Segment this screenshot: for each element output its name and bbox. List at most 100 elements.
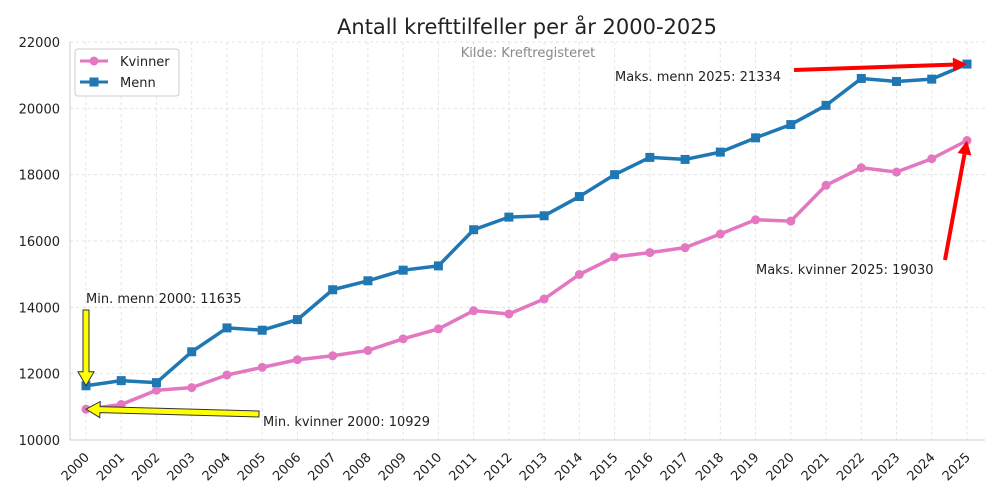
x-tick-label: 2011 [446,450,480,484]
arrow-max-menn-shaft [793,62,954,72]
x-tick-label: 2014 [552,450,586,484]
data-point-menn [187,347,197,357]
data-point-menn [292,315,302,325]
data-point-kvinner [680,243,690,253]
data-point-menn [821,100,831,110]
data-point-menn [539,211,549,221]
x-tick-label: 2020 [764,450,798,484]
x-tick-label: 2022 [834,450,868,484]
y-tick-label: 16000 [19,235,60,250]
data-point-kvinner [292,355,302,365]
x-tick-label: 2007 [306,450,340,484]
data-point-menn [328,285,338,295]
data-point-menn [751,133,761,143]
data-point-menn [610,170,620,180]
x-tick-label: 2006 [270,450,304,484]
data-point-menn [574,192,584,202]
data-point-kvinner [328,351,338,361]
data-point-menn [116,376,126,386]
data-point-kvinner [151,385,161,395]
x-tick-label: 2005 [235,450,269,484]
legend-label-kvinner: Kvinner [120,55,170,70]
data-point-kvinner [751,215,761,225]
x-tick-label: 2012 [482,450,516,484]
data-point-kvinner [398,334,408,344]
chart-subtitle: Kilde: Kreftregisteret [461,46,595,61]
x-tick-label: 2000 [59,450,93,484]
annotation-min-menn: Min. menn 2000: 11635 [86,292,242,307]
grid [70,41,985,441]
x-tick-label: 2002 [129,450,163,484]
x-tick-label: 2019 [728,450,762,484]
data-point-menn [927,74,937,84]
x-tick-label: 2008 [341,450,375,484]
data-point-menn [363,276,373,286]
data-point-menn [398,265,408,275]
series-line-kvinner [85,138,968,411]
x-tick-label: 2021 [799,450,833,484]
series-line-menn [85,62,968,388]
legend: Kvinner Menn [74,48,180,97]
data-point-menn [504,212,514,222]
arrow-min-kvinner [84,400,260,419]
arrow-min-menn [77,309,95,387]
arrow-max-kvinner-shaft [943,153,967,261]
y-tick-label: 22000 [19,36,60,51]
x-tick-label: 2016 [623,450,657,484]
y-tick-label: 18000 [19,169,60,184]
y-tick-label: 12000 [19,368,60,383]
data-point-kvinner [786,216,796,226]
data-point-menn [257,325,267,335]
data-point-kvinner [610,252,620,262]
y-tick-label: 10000 [19,434,60,449]
x-tick-label: 2004 [200,450,234,484]
x-tick-label: 2015 [587,450,621,484]
y-tick-label: 20000 [19,102,60,117]
annotation-max-kvinner: Maks. kvinner 2025: 19030 [756,263,934,278]
data-point-kvinner [927,154,937,164]
data-point-kvinner [856,163,866,173]
data-point-kvinner [539,294,549,304]
annotation-min-kvinner: Min. kvinner 2000: 10929 [263,415,430,430]
annotations-layer: Maks. menn 2025: 21334 Maks. kvinner 2025… [77,57,972,430]
data-point-menn [151,378,161,388]
data-point-menn [469,225,479,235]
legend-label-menn: Menn [120,76,156,91]
data-point-menn [645,152,655,162]
data-point-kvinner [187,383,197,393]
data-point-menn [715,147,725,157]
series-layer [81,59,972,414]
data-point-kvinner [257,362,267,372]
data-point-menn [222,323,232,333]
chart-title: Antall krefttilfeller per år 2000-2025 [337,14,717,39]
x-tick-label: 2017 [658,450,692,484]
x-tick-label: 2001 [94,450,128,484]
arrow-max-menn-head [952,57,967,72]
x-tick-label: 2018 [693,450,727,484]
x-tick-label: 2013 [517,450,551,484]
y-tick-label: 14000 [19,301,60,316]
data-point-menn [856,73,866,83]
data-point-kvinner [645,248,655,258]
data-point-kvinner [821,180,831,190]
arrow-max-kvinner-head [957,140,972,156]
x-tick-label: 2024 [905,450,939,484]
data-point-kvinner [715,229,725,239]
x-tick-label: 2023 [869,450,903,484]
data-point-kvinner [504,309,514,319]
data-point-menn [433,261,443,271]
data-point-menn [892,76,902,86]
data-point-kvinner [574,269,584,279]
legend-marker-kvinner [89,56,99,66]
data-point-menn [962,59,972,69]
data-point-kvinner [222,370,232,380]
data-point-menn [680,154,690,164]
annotation-max-menn: Maks. menn 2025: 21334 [615,70,781,85]
data-point-kvinner [433,324,443,334]
x-tick-label: 2009 [376,450,410,484]
legend-marker-menn [89,77,99,87]
data-point-kvinner [892,167,902,177]
x-tick-label: 2003 [165,450,199,484]
